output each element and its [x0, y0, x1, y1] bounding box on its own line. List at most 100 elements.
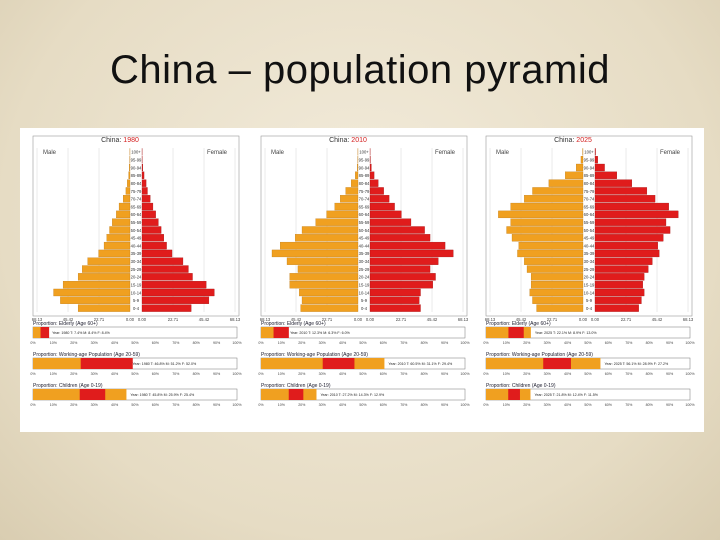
- male-bar: [77, 304, 131, 312]
- female-bar: [594, 163, 605, 172]
- age-label: 15-19: [584, 282, 595, 287]
- age-label: 20-24: [359, 275, 370, 280]
- age-label: 90-94: [131, 165, 142, 170]
- male-bar: [355, 171, 359, 179]
- female-bar: [369, 249, 454, 258]
- female-bar: [594, 265, 649, 273]
- pyramid-chart-2025: China: 2025 Male Female 0-4 5-9 10-14 15-19 20-…: [483, 135, 695, 407]
- male-bar: [125, 187, 131, 195]
- proportion-axis-label: 50%: [584, 372, 592, 376]
- female-bar: [369, 218, 412, 226]
- age-label: 85-89: [359, 173, 370, 178]
- male-bar: [517, 249, 584, 258]
- proportion-axis-label: 0%: [258, 341, 264, 345]
- age-label: 90-94: [359, 165, 370, 170]
- proportion-axis-label: 20%: [298, 403, 306, 407]
- age-label: 95-99: [584, 158, 595, 163]
- female-bar: [369, 257, 439, 265]
- age-label: 5-9: [586, 298, 593, 303]
- age-label: 0-4: [586, 306, 593, 311]
- male-bar: [498, 210, 584, 219]
- age-label: 0-4: [133, 306, 140, 311]
- age-label: 30-34: [584, 259, 595, 264]
- female-bar: [141, 226, 162, 234]
- age-label: 50-54: [359, 228, 370, 233]
- proportion-axis-label: 90%: [441, 341, 449, 345]
- proportion-axis-label: 90%: [666, 341, 674, 345]
- male-label: Male: [496, 150, 510, 156]
- proportion-axis-label: 50%: [584, 403, 592, 407]
- age-label: 80-84: [359, 181, 370, 186]
- age-label: 95-99: [131, 158, 142, 163]
- male-bar: [127, 179, 131, 187]
- female-bar: [369, 241, 446, 250]
- proportion-axis-label: 60%: [605, 341, 613, 345]
- female-bar: [369, 281, 433, 289]
- x-tick-label: 45.42: [427, 317, 438, 322]
- age-label: 70-74: [584, 197, 595, 202]
- proportion-axis-label: 90%: [441, 372, 449, 376]
- female-bar: [594, 288, 645, 297]
- proportion-axis-label: 60%: [605, 372, 613, 376]
- proportion-axis-label: 90%: [441, 403, 449, 407]
- proportion-axis-label: 60%: [380, 341, 388, 345]
- x-tick-label: 22.71: [168, 317, 179, 322]
- proportion-axis-label: 90%: [666, 372, 674, 376]
- proportion-axis-label: 70%: [400, 341, 408, 345]
- proportion-total-bar: [486, 358, 601, 369]
- male-bar: [116, 210, 131, 219]
- male-bar: [280, 241, 359, 250]
- proportion-axis-label: 40%: [339, 403, 347, 407]
- female-bar: [141, 273, 193, 281]
- age-label: 60-64: [359, 212, 370, 217]
- x-tick-label: 22.71: [396, 317, 407, 322]
- pyramid-panel: China: 1980 Male Female 0-4 5-9 10-14 15-19 20-…: [20, 128, 704, 432]
- male-bar: [289, 273, 359, 281]
- male-bar: [123, 195, 131, 203]
- proportion-axis-label: 60%: [380, 372, 388, 376]
- female-bar: [141, 288, 215, 297]
- x-tick-label: 68.13: [683, 317, 694, 322]
- proportion-female-bar: [508, 327, 524, 338]
- proportion-label: Proportion: Elderly (Age 60+): [261, 321, 326, 327]
- age-label: 55-59: [584, 220, 595, 225]
- male-bar: [510, 218, 584, 226]
- female-label: Female: [660, 150, 681, 156]
- female-bar: [594, 218, 667, 226]
- proportion-axis-label: 20%: [523, 341, 531, 345]
- female-bar: [594, 304, 639, 312]
- age-label: 85-89: [584, 173, 595, 178]
- age-label: 75-79: [131, 189, 142, 194]
- female-bar: [594, 179, 633, 187]
- proportion-axis-label: 30%: [319, 372, 327, 376]
- x-tick-label: 0.00: [126, 317, 135, 322]
- proportion-value-text: Year: 1980 T: 7.4% M: 8.4% F: 8.4%: [52, 331, 111, 335]
- proportion-axis-label: 20%: [70, 403, 78, 407]
- female-bar: [594, 241, 658, 250]
- male-bar: [103, 241, 131, 250]
- male-bar: [128, 171, 131, 179]
- proportion-axis-label: 40%: [339, 341, 347, 345]
- age-label: 30-34: [359, 259, 370, 264]
- proportion-female-bar: [508, 389, 520, 400]
- female-bar: [594, 202, 669, 211]
- age-label: 20-24: [131, 275, 142, 280]
- proportion-female-bar: [80, 358, 133, 369]
- male-bar: [532, 187, 584, 195]
- age-label: 90-94: [584, 165, 595, 170]
- proportion-label: Proportion: Working-age Population (Age …: [261, 352, 368, 358]
- proportion-axis-label: 90%: [213, 341, 221, 345]
- proportion-value-text: Year: 2010 T: 27.2% M: 14.3% F: 12.9%: [320, 393, 385, 397]
- male-bar: [109, 226, 131, 234]
- age-label: 55-59: [131, 220, 142, 225]
- female-bar: [141, 210, 156, 219]
- male-bar: [295, 234, 359, 242]
- proportion-female-bar: [79, 389, 106, 400]
- chart-title: China: 2010: [329, 137, 367, 144]
- x-tick-label: 68.13: [260, 317, 271, 322]
- proportion-axis-label: 40%: [564, 341, 572, 345]
- female-bar: [369, 187, 384, 195]
- female-bar: [141, 202, 154, 211]
- proportion-axis-label: 30%: [91, 372, 99, 376]
- proportion-axis-label: 80%: [646, 341, 654, 345]
